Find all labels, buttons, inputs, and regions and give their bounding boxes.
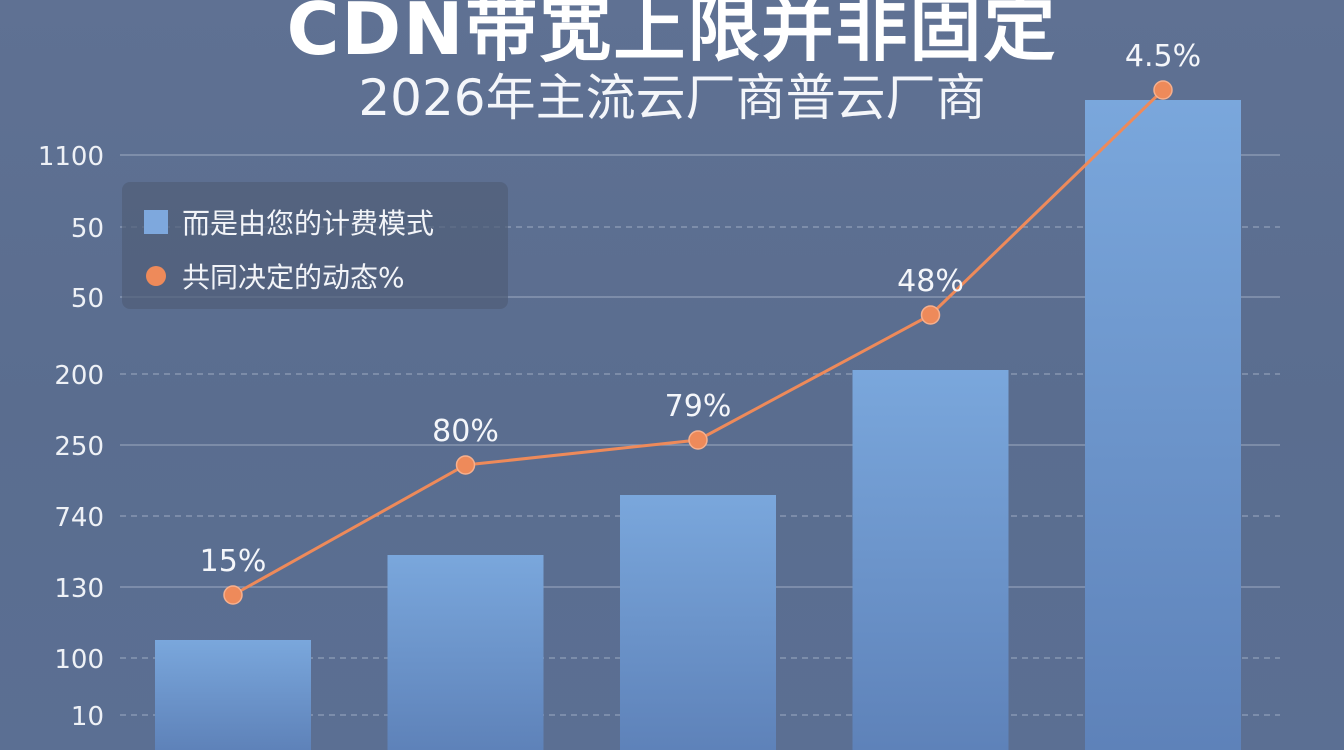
y-tick-label: 740 [54,503,104,533]
y-tick-label: 100 [54,645,104,675]
bar-swatch-icon [144,210,168,234]
bar [155,640,311,750]
chart-subtitle: 2026年主流云厂商普云厂商 [358,69,986,127]
data-label: 15% [200,544,267,579]
y-tick-label: 130 [54,574,104,604]
y-tick-label: 250 [54,432,104,462]
line-point [688,430,708,450]
line-point [223,585,243,605]
data-label: 4.5% [1125,39,1201,74]
data-label: 48% [897,264,964,299]
bar [620,495,776,750]
legend-item-line: 共同决定的动态% [144,256,405,296]
legend: 而是由您的计费模式 共同决定的动态% [122,182,508,309]
y-tick-label: 1100 [38,142,104,172]
y-tick-label: 50 [71,214,104,244]
chart-title: CDN带宽上限并非固定 [286,0,1058,71]
data-label: 79% [665,389,732,424]
y-tick-label: 10 [71,702,104,732]
dot-swatch-icon [146,266,166,286]
data-label: 80% [432,414,499,449]
line-point [455,455,476,475]
legend-label-line: 共同决定的动态% [182,261,405,294]
bar [387,555,544,750]
y-tick-label: 200 [54,361,104,391]
bar [1085,100,1241,750]
legend-item-bars: 而是由您的计费模式 [144,202,434,242]
line-point [1153,80,1173,100]
legend-label-bars: 而是由您的计费模式 [182,207,435,240]
bar [852,370,1009,750]
y-tick-label: 50 [71,284,104,314]
line-point [920,305,941,325]
